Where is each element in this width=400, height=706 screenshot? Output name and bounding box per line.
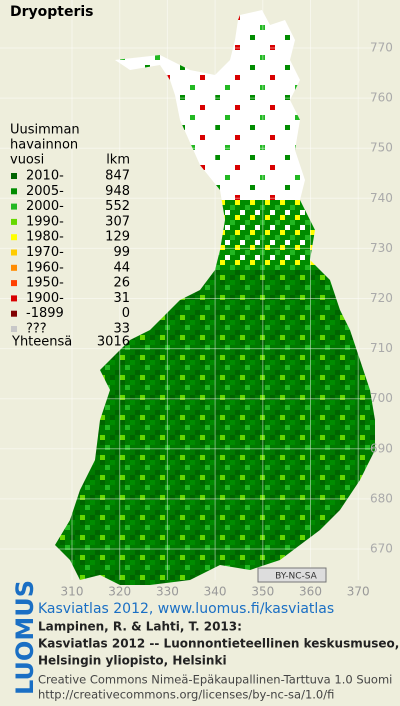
citation: Helsingin yliopisto, Helsinki [38,654,227,668]
legend-label: -1899 [26,306,64,321]
license: http://creativecommons.org/licenses/by-n… [38,688,334,702]
legend-swatch [11,264,17,271]
y-tick-label: 750 [370,141,393,155]
legend-heading: havainnon [10,138,78,153]
citation: Lampinen, R. & Lahti, T. 2013: [38,620,242,634]
legend-label: 2005- [26,184,64,199]
legend-label: 2000- [26,199,64,214]
legend-count: 31 [113,291,130,306]
y-tick-label: 680 [370,491,393,505]
license-badge: BY-NC-SA [275,572,318,582]
y-tick-label: 690 [370,441,393,455]
y-tick-label: 770 [370,41,393,55]
license: Creative Commons Nimeä-Epäkaupallinen-Ta… [38,673,392,687]
license-badge-box [257,567,327,583]
y-tick-label: 670 [370,542,393,556]
legend-label: 1960- [26,260,64,275]
x-tick-label: 330 [156,585,179,599]
legend-count: 0 [122,306,130,321]
legend-swatch [11,310,17,317]
legend-count-heading: lkm [106,153,130,168]
legend-swatch [11,295,17,302]
legend-total-label: Yhteensä [11,335,72,350]
x-tick-label: 360 [299,585,322,599]
legend-count: 948 [105,184,130,199]
legend-label: ??? [26,322,47,337]
legend-heading: Uusimman [10,123,80,138]
legend-label: 1970- [26,245,64,260]
x-tick-label: 310 [61,585,84,599]
y-tick-label: 730 [370,241,393,255]
legend-count: 33 [113,322,130,337]
legend-swatch [11,188,17,195]
y-tick-label: 720 [370,291,393,305]
legend-heading: vuosi [10,153,44,168]
legend-label: 1900- [26,291,64,306]
legend-label: 1980- [26,230,64,245]
legend-count: 99 [113,245,130,260]
citation: Kasviatlas 2012 -- Luonnontieteellinen k… [38,637,399,651]
legend-swatch [11,234,17,241]
legend-label: 1990- [26,214,64,229]
y-tick-label: 760 [370,91,393,105]
legend-count: 847 [105,169,130,184]
x-tick-label: 340 [204,585,227,599]
y-tick-label: 740 [370,191,393,205]
legend-count: 552 [105,199,130,214]
map-title: Dryopteris [10,4,94,20]
legend-swatch [11,249,17,256]
legend-label: 2010- [26,169,64,184]
legend-swatch [11,203,17,210]
x-tick-label: 370 [347,585,370,599]
x-tick-label: 350 [251,585,274,599]
legend-label: 1950- [26,276,64,291]
legend-swatch [11,326,17,332]
x-tick-label: 320 [108,585,131,599]
legend-count: 44 [113,260,130,275]
legend-count: 129 [105,230,130,245]
brand: LUOMUS [11,580,39,695]
y-tick-label: 710 [370,341,393,355]
legend-swatch [11,218,17,225]
legend-swatch [11,280,17,287]
legend-total: 3016 [97,335,130,350]
legend-swatch [11,173,17,179]
legend-count: 307 [105,214,130,229]
headline: Kasviatlas 2012, www.luomus.fi/kasviatla… [38,601,334,617]
y-tick-label: 700 [370,391,393,405]
legend-count: 26 [113,276,130,291]
